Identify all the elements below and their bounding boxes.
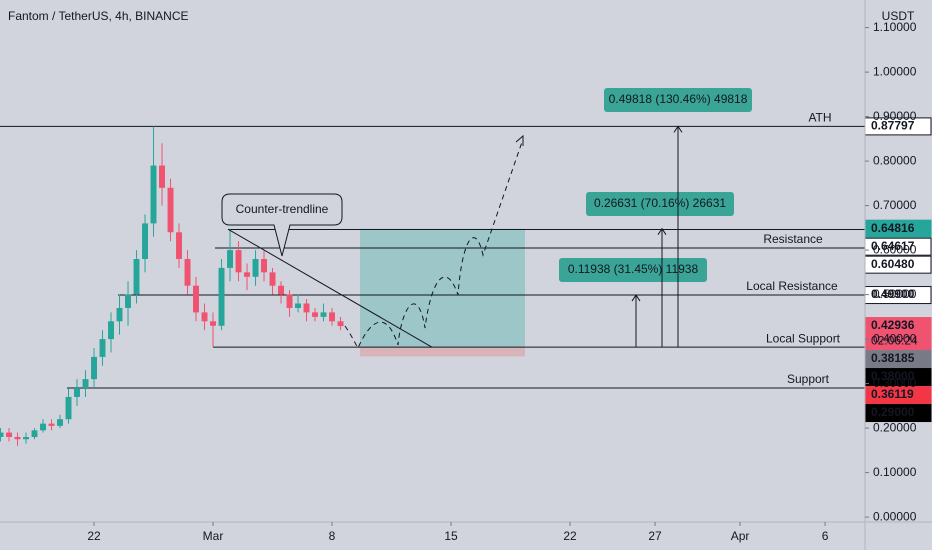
- y-tick-label: 0.70000: [873, 198, 917, 212]
- stop-zone: [360, 347, 525, 357]
- candle-body: [91, 356, 97, 380]
- y-unit: USDT: [882, 9, 915, 23]
- candle-body: [261, 258, 267, 273]
- price-marker-label: 0.42936: [871, 318, 915, 332]
- x-tick-label: Apr: [731, 529, 750, 543]
- price-marker-label: 0.87797: [871, 119, 915, 133]
- candle-body: [201, 312, 208, 322]
- candle-body: [278, 285, 284, 295]
- y-tick-label: 0.30000: [873, 376, 917, 390]
- price-marker-label: 0.60480: [871, 257, 915, 271]
- trendline: [227, 228, 433, 348]
- y-tick-label: 1.00000: [873, 64, 917, 78]
- level-label: Local Resistance: [746, 279, 838, 293]
- measure-box: [604, 88, 752, 112]
- measure-arrowhead: [631, 294, 641, 302]
- y-tick-label: 0.20000: [873, 420, 917, 434]
- x-tick-label: Mar: [203, 529, 224, 543]
- candle-body: [269, 272, 276, 286]
- measure-label: 0.26631 (70.16%) 26631: [594, 196, 726, 210]
- projected-path: [344, 141, 523, 350]
- candle-body: [252, 258, 259, 277]
- price-marker-label: 0.64617: [871, 239, 915, 253]
- candle-body: [176, 232, 182, 259]
- candle-body: [82, 379, 89, 389]
- level-label: Support: [787, 372, 830, 386]
- price-marker-label: 0.36119: [871, 387, 914, 401]
- candle-body: [193, 285, 199, 313]
- x-tick-label: 27: [648, 529, 662, 543]
- y-tick-label: 0.80000: [873, 153, 917, 167]
- level-label: Resistance: [763, 232, 823, 246]
- candle-body: [286, 294, 293, 308]
- price-marker-label: 0.49900: [871, 287, 915, 301]
- price-marker-label: 0.38000: [871, 369, 915, 383]
- target-zone: [360, 228, 525, 348]
- candle-body: [150, 165, 157, 224]
- measure-arrowhead: [657, 227, 667, 235]
- x-tick-label: 15: [444, 529, 458, 543]
- y-tick-label: 0.50000: [873, 287, 917, 301]
- x-tick-label: 8: [329, 529, 336, 543]
- candle-body: [337, 321, 344, 327]
- level-label: ATH: [808, 111, 831, 125]
- y-tick-label: 0.60000: [873, 242, 917, 256]
- candle-body: [303, 303, 310, 313]
- measure-box: [586, 192, 734, 216]
- candle-body: [133, 258, 140, 295]
- y-tick-label: 0.40000: [873, 331, 917, 345]
- candle-body: [0, 432, 4, 438]
- measure-arrowhead: [673, 125, 683, 133]
- callout: [221, 193, 343, 257]
- candle-body: [31, 430, 38, 438]
- candle-body: [125, 294, 131, 308]
- candle-body: [65, 396, 72, 420]
- candle-body: [23, 437, 29, 440]
- y-tick-label: 0.10000: [873, 465, 917, 479]
- candle-body: [40, 423, 46, 431]
- candle-body: [235, 250, 242, 273]
- price-marker-label: 0.29000: [871, 405, 915, 419]
- candle-body: [108, 321, 114, 340]
- candle-body: [159, 165, 165, 188]
- candle-body: [218, 267, 225, 326]
- x-tick-label: 6: [822, 529, 829, 543]
- x-tick-label: 22: [563, 529, 577, 543]
- candle-body: [227, 250, 233, 268]
- candle-body: [210, 321, 216, 326]
- candle-body: [184, 258, 191, 286]
- measure-label: 0.11938 (31.45%) 11938: [568, 262, 699, 276]
- candle-body: [320, 312, 327, 317]
- projected-arrowhead: [515, 134, 524, 146]
- candle-body: [57, 419, 63, 426]
- candle-body: [295, 303, 301, 308]
- candle-body: [6, 432, 12, 438]
- x-tick-label: 22: [87, 529, 101, 543]
- price-marker-label: 0.38185: [871, 351, 915, 365]
- candle-body: [14, 437, 21, 440]
- candle-body: [99, 339, 106, 357]
- candle-body: [142, 223, 148, 259]
- candle-body: [167, 187, 174, 233]
- candle-body: [244, 272, 250, 277]
- price-marker-countdown: 02:06:24: [871, 334, 918, 348]
- y-tick-label: 0.00000: [873, 509, 917, 523]
- callout-label: Counter-trendline: [236, 202, 329, 216]
- candle-body: [312, 312, 318, 317]
- chart-title: Fantom / TetherUS, 4h, BINANCE: [8, 9, 189, 23]
- y-tick-label: 1.10000: [873, 20, 917, 34]
- measure-label: 0.49818 (130.46%) 49818: [609, 92, 748, 106]
- plot: ATH Resistance Local Resistance Local Suppo…: [0, 88, 932, 446]
- level-label: Local Support: [766, 331, 841, 345]
- candle-body: [48, 423, 55, 426]
- candle-body: [74, 388, 80, 397]
- y-tick-label: 0.90000: [873, 109, 917, 123]
- candle-body: [116, 307, 123, 322]
- measure-box: [559, 258, 707, 282]
- price-marker: [864, 317, 932, 351]
- price-marker-label: 0.64816: [871, 221, 915, 235]
- candle-body: [329, 312, 336, 322]
